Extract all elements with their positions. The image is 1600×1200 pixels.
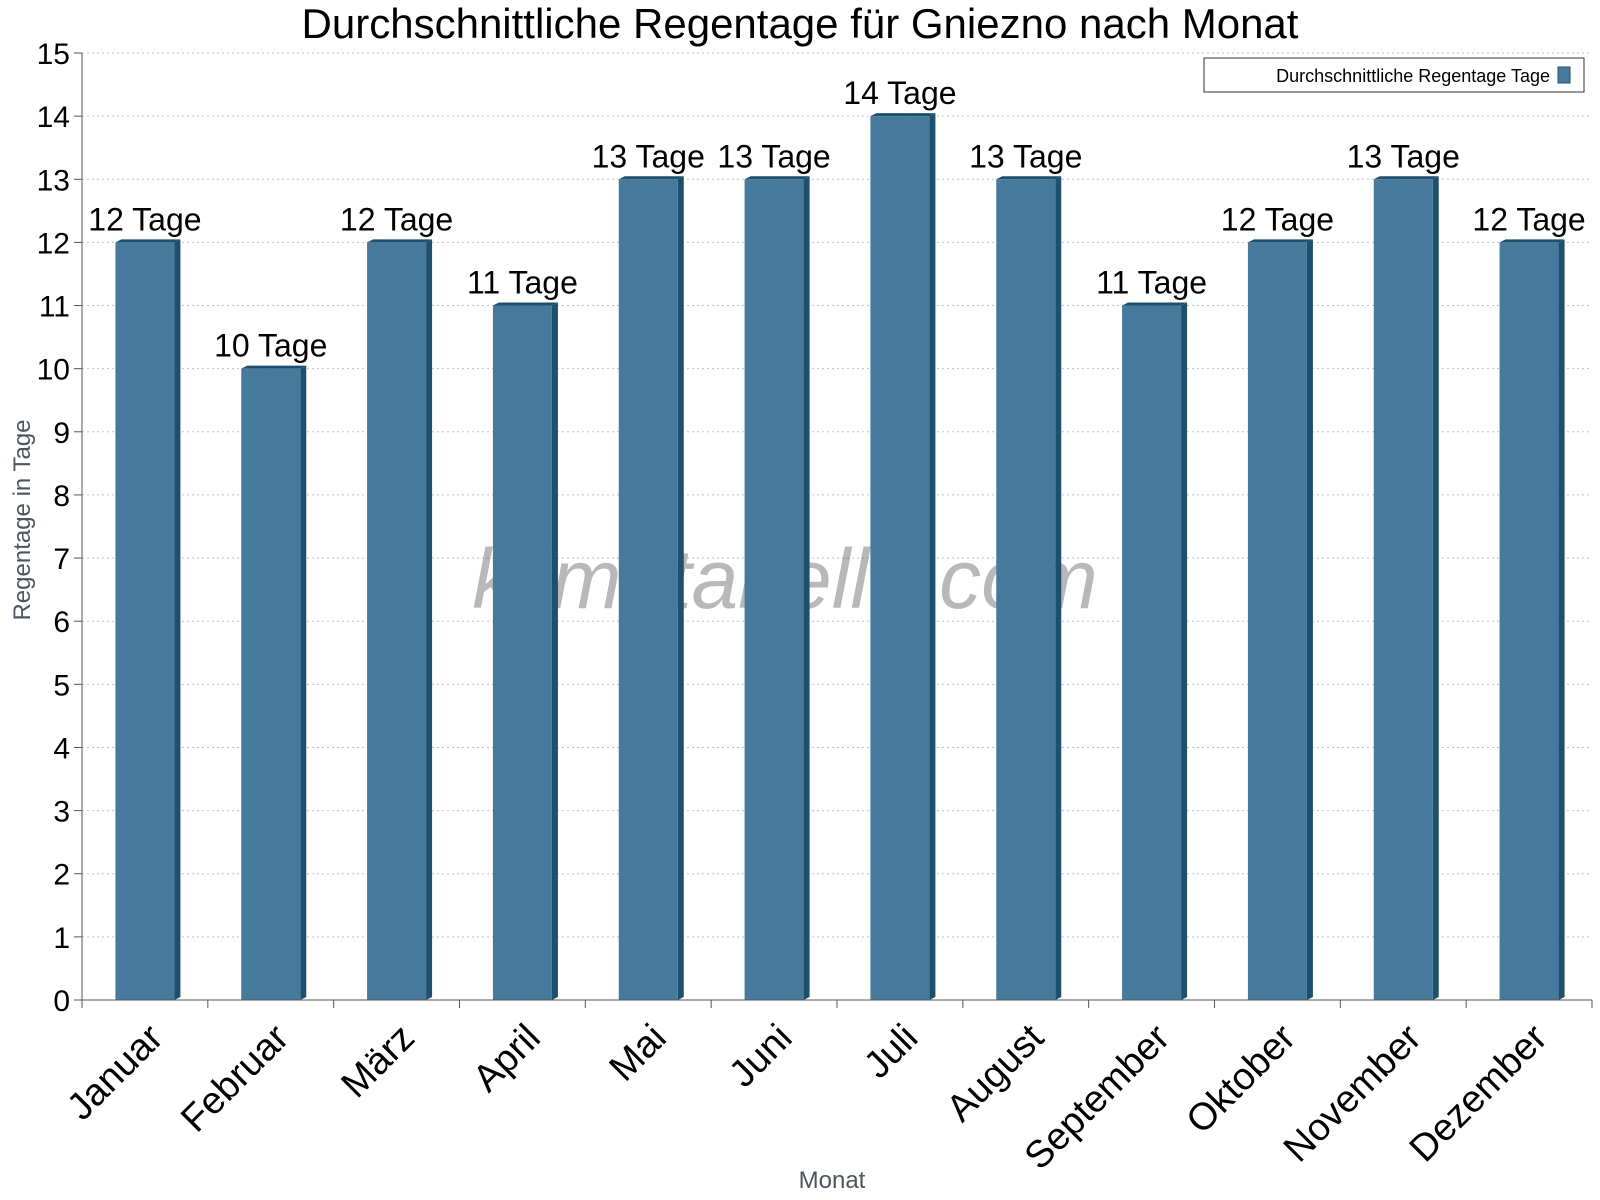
y-tick-label: 2 — [53, 859, 70, 892]
data-label: 13 Tage — [1347, 138, 1460, 174]
bar-top — [1122, 302, 1188, 306]
bar-side — [300, 365, 307, 1001]
x-tick-label: März — [334, 1017, 423, 1106]
bar-top — [996, 176, 1062, 180]
x-tick-label: Juli — [856, 1017, 926, 1087]
x-tick-label: November — [1276, 1016, 1430, 1170]
bar-top — [367, 239, 433, 243]
bar-top — [618, 176, 684, 180]
y-tick-label: 4 — [53, 732, 70, 765]
bar-side — [174, 239, 181, 1000]
y-tick-label: 9 — [53, 417, 70, 450]
bar-side — [1181, 302, 1188, 1000]
bar-side — [1558, 239, 1565, 1000]
legend-box — [1203, 57, 1585, 93]
y-tick-label: 5 — [53, 669, 70, 702]
bar — [241, 368, 301, 1001]
bar-top — [744, 176, 810, 180]
y-tick-label: 0 — [53, 985, 70, 1018]
bar — [1499, 242, 1559, 1000]
bar-top — [1373, 176, 1439, 180]
data-label: 13 Tage — [717, 138, 830, 174]
bar-top — [870, 113, 936, 117]
bar-side — [426, 239, 433, 1000]
bar — [870, 116, 930, 1001]
y-tick-label: 13 — [37, 164, 70, 197]
bar — [744, 179, 804, 1000]
bar-side — [803, 176, 810, 1000]
x-tick-label: Oktober — [1179, 1016, 1305, 1142]
data-label: 12 Tage — [88, 201, 201, 237]
bar-side — [1432, 176, 1439, 1000]
bar-side — [929, 113, 936, 1001]
bar-side — [677, 176, 684, 1000]
legend: Durchschnittliche Regentage Tage — [1203, 57, 1585, 93]
bar-top — [115, 239, 181, 243]
y-tick-label: 11 — [39, 291, 70, 324]
y-tick-label: 15 — [37, 38, 70, 71]
x-tick-label: Januar — [59, 1016, 171, 1128]
bar — [996, 179, 1056, 1000]
data-label: 12 Tage — [1221, 201, 1334, 237]
y-tick-label: 7 — [53, 543, 70, 576]
grid-layer — [82, 52, 1592, 938]
x-axis-title: Monat — [799, 1167, 866, 1194]
bar — [367, 242, 427, 1000]
bar — [1247, 242, 1307, 1000]
y-tick-label: 1 — [53, 922, 70, 955]
data-label: 11 Tage — [1096, 265, 1207, 301]
data-label: 14 Tage — [843, 75, 956, 111]
bar-side — [1055, 176, 1062, 1000]
y-tick-label: 8 — [53, 480, 70, 513]
y-tick-label: 14 — [37, 101, 70, 134]
bar — [492, 305, 552, 1000]
data-label: 13 Tage — [592, 138, 705, 174]
x-tick-label: August — [939, 1016, 1053, 1130]
y-tick-label: 3 — [53, 796, 70, 829]
data-label: 10 Tage — [214, 328, 327, 364]
legend-label: Durchschnittliche Regentage Tage — [1276, 66, 1550, 86]
bar-side — [551, 302, 558, 1000]
chart-title: Durchschnittliche Regentage für Gniezno … — [302, 0, 1299, 47]
x-tick-label: Dezember — [1402, 1016, 1556, 1170]
data-label: 12 Tage — [340, 201, 453, 237]
y-tick-label: 10 — [37, 354, 70, 387]
y-axis-title: Regentage in Tage — [9, 419, 36, 620]
bar-top — [1499, 239, 1565, 243]
x-tick-label: Mai — [602, 1017, 675, 1090]
bar — [618, 179, 678, 1000]
x-tick-label: Juni — [721, 1017, 800, 1096]
bar-top — [492, 302, 558, 306]
data-label: 12 Tage — [1472, 201, 1585, 237]
bars-layer — [115, 113, 1565, 1001]
data-label: 13 Tage — [969, 138, 1082, 174]
legend-swatch — [1557, 66, 1571, 84]
bar-side — [1306, 239, 1313, 1000]
bar-top — [1247, 239, 1313, 243]
y-tick-label: 12 — [37, 227, 70, 260]
x-tick-label: Februar — [173, 1016, 297, 1140]
bar — [115, 242, 175, 1000]
bar — [1373, 179, 1433, 1000]
y-tick-label: 6 — [53, 606, 70, 639]
data-label: 11 Tage — [467, 265, 578, 301]
x-tick-label: April — [465, 1017, 548, 1100]
bar-top — [241, 365, 307, 369]
bar — [1122, 305, 1182, 1000]
